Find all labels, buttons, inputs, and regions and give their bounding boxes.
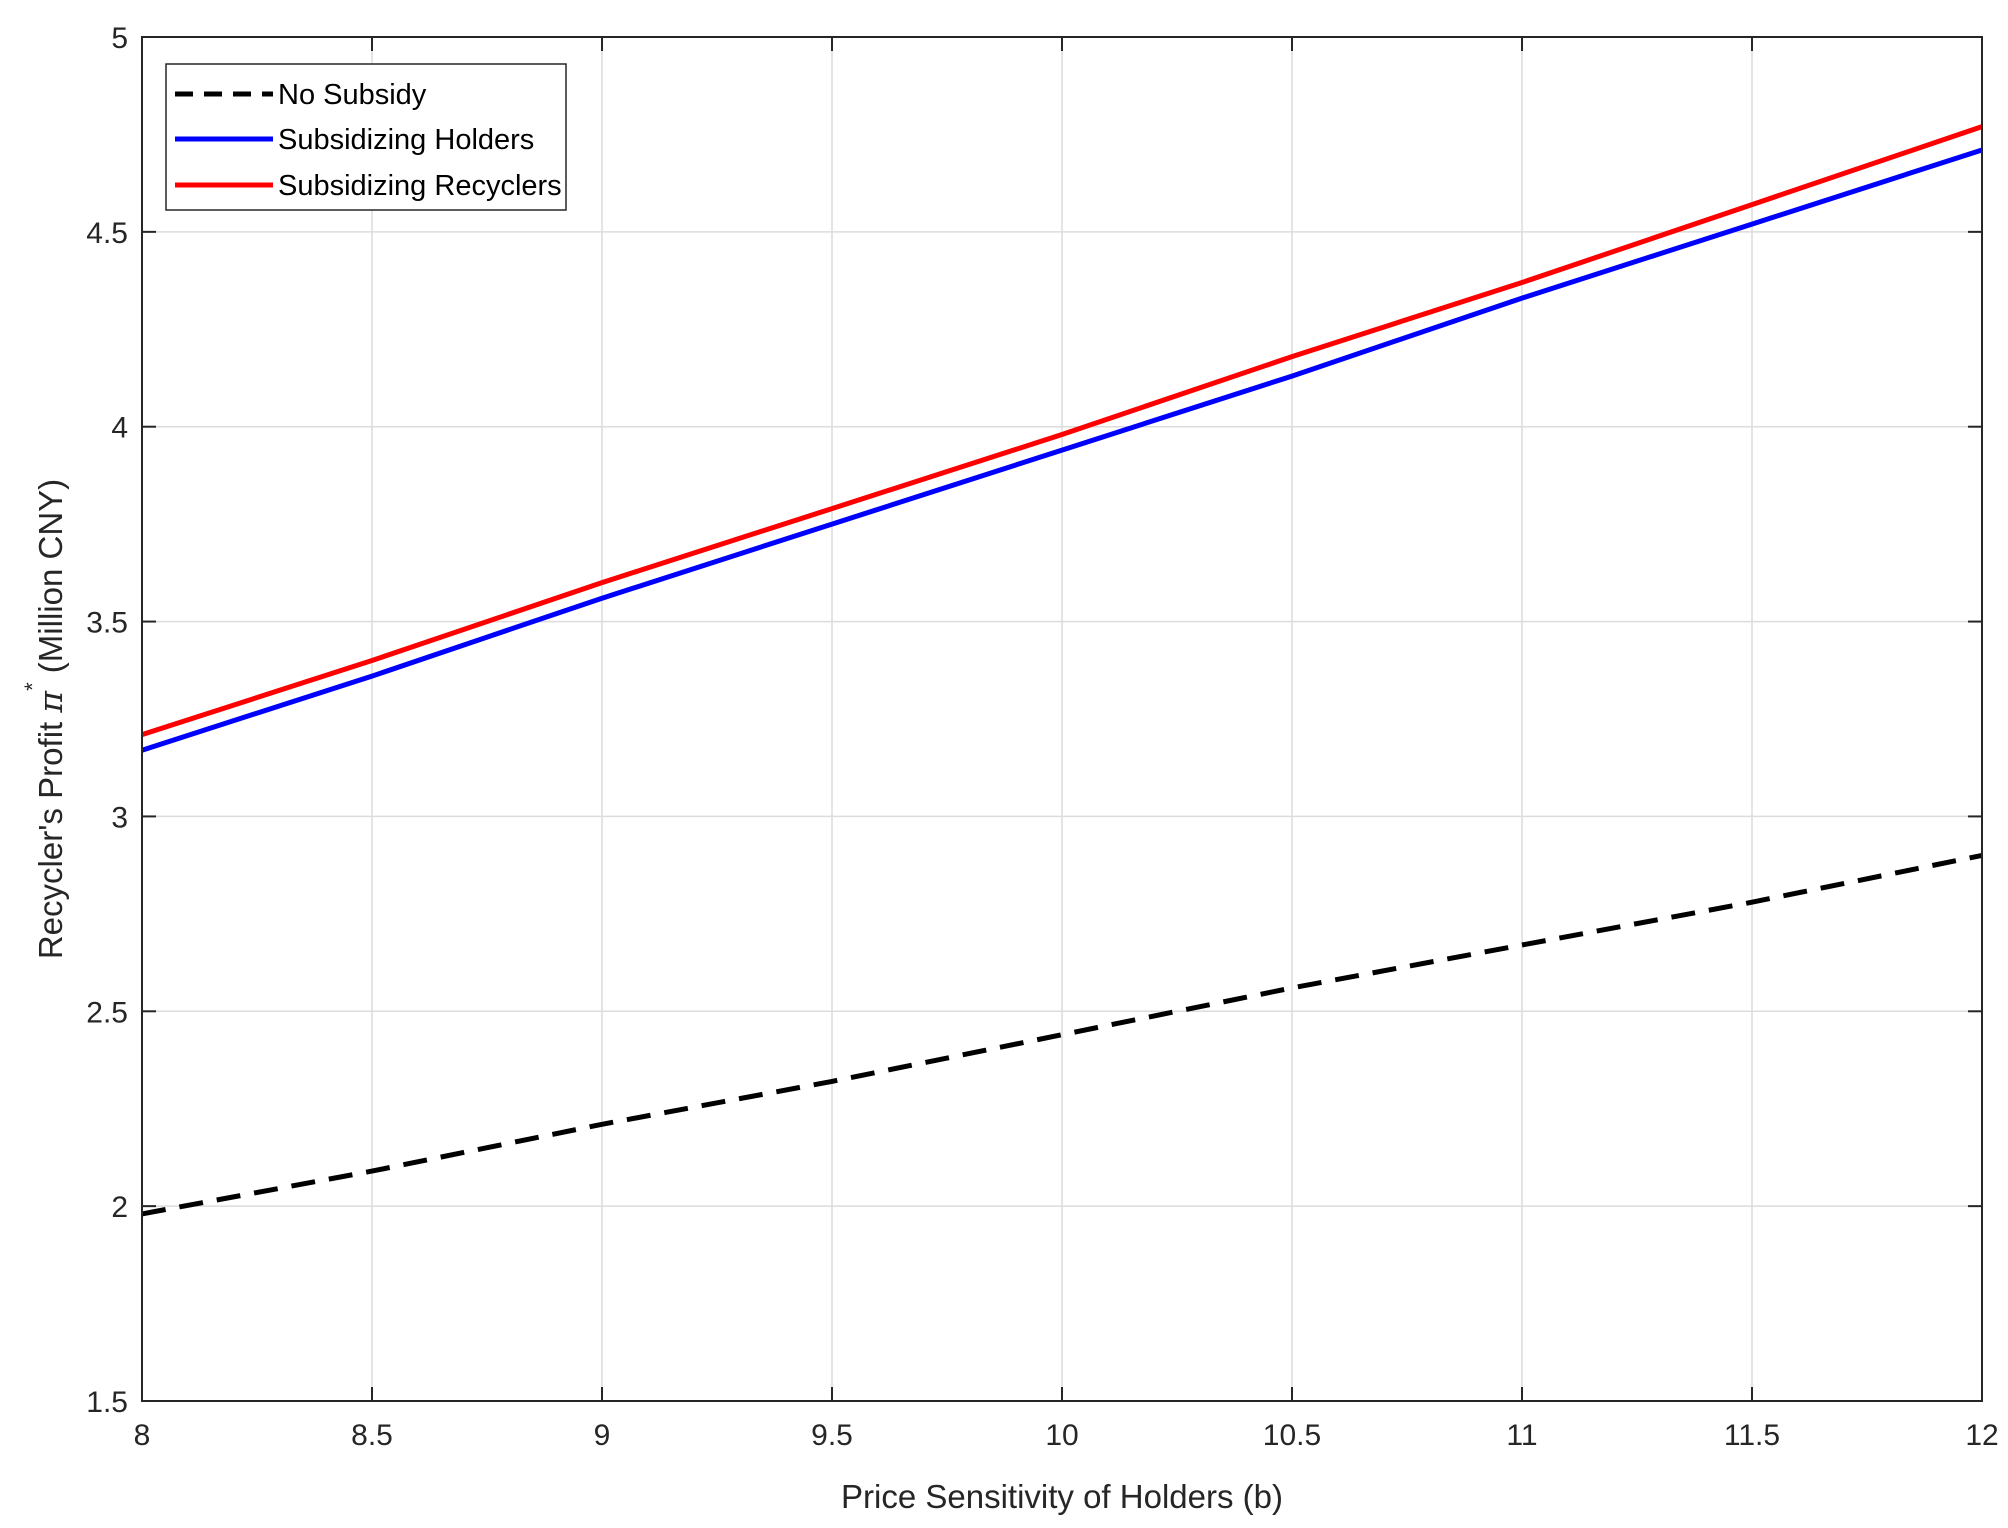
y-tick-labels: 1.5 2 2.5 3 3.5 4 4.5 5	[86, 22, 128, 1419]
x-tick-labels: 8 8.5 9 9.5 10 10.5 11 11.5 12	[134, 1419, 1999, 1452]
y-tick-label: 3	[111, 801, 128, 834]
y-axis-label-symbol: π	[31, 690, 70, 714]
x-tick-label: 10.5	[1263, 1419, 1321, 1452]
series-line-no-subsidy	[141, 852, 1983, 1217]
x-tick-label: 12	[1965, 1419, 1998, 1452]
y-axis-label-main: Recycler's Profit	[32, 713, 69, 960]
legend: No Subsidy Subsidizing Holders Subsidizi…	[165, 63, 567, 211]
y-tick-label: 4	[111, 412, 128, 445]
x-tick-label: 8	[134, 1419, 151, 1452]
y-tick-label: 4.5	[86, 217, 128, 250]
x-tick-label: 10	[1045, 1419, 1078, 1452]
y-tick-label: 3.5	[86, 607, 128, 640]
legend-label-no-subsidy: No Subsidy	[278, 79, 427, 111]
y-tick-label: 5	[111, 22, 128, 55]
x-axis-label: Price Sensitivity of Holders (b)	[841, 1478, 1283, 1515]
y-tick-label: 2	[111, 1191, 128, 1224]
y-axis-label-superscript: *	[20, 682, 45, 691]
y-tick-label: 2.5	[86, 996, 128, 1029]
x-tick-label: 8.5	[351, 1419, 393, 1452]
series-line-subsidizing-recyclers	[141, 124, 1983, 737]
y-axis-label: Recycler's Profit π* (Million CNY)	[20, 479, 70, 959]
series-line-subsidizing-holders	[141, 147, 1983, 753]
y-tick-label: 1.5	[86, 1386, 128, 1419]
x-tick-label: 11.5	[1724, 1419, 1780, 1452]
x-tick-label: 9	[594, 1419, 611, 1452]
x-tick-label: 9.5	[811, 1419, 853, 1452]
legend-label-subsidizing-holders: Subsidizing Holders	[278, 124, 534, 156]
series-lines	[141, 124, 1983, 1217]
grid	[142, 37, 1982, 1401]
y-axis-label-units: (Million CNY)	[32, 479, 69, 683]
legend-label-subsidizing-recyclers: Subsidizing Recyclers	[278, 170, 562, 202]
tick-marks	[141, 36, 1983, 1402]
x-tick-label: 11	[1506, 1419, 1537, 1452]
